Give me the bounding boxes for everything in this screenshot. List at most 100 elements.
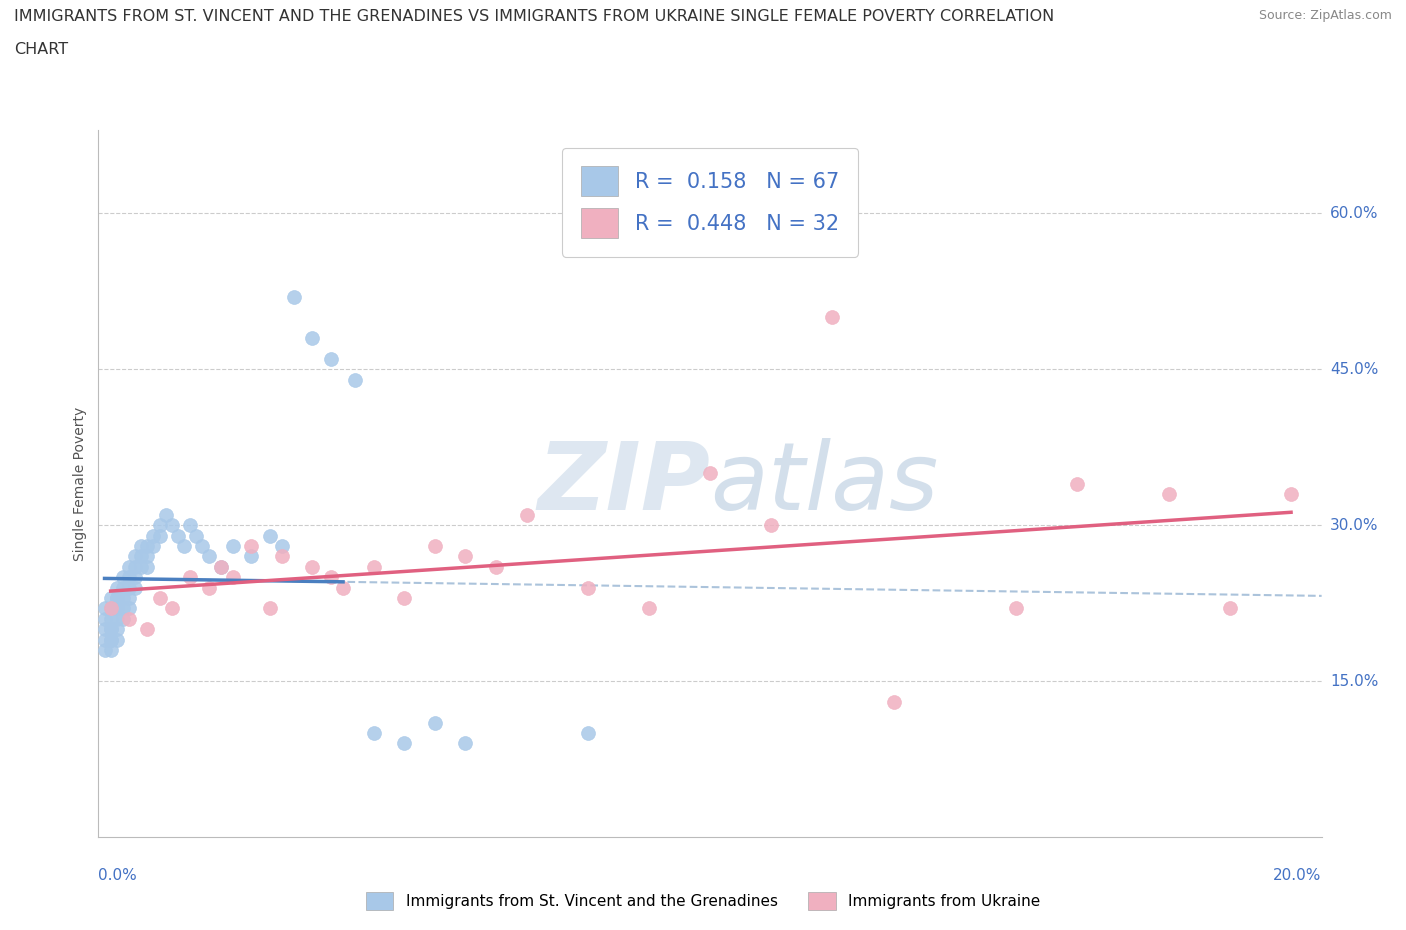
Point — [100, 643, 122, 658]
Point — [167, 528, 190, 543]
Point — [93, 621, 115, 636]
Point — [118, 580, 141, 595]
Point — [363, 725, 385, 740]
Point — [124, 549, 146, 564]
Point — [93, 611, 115, 626]
Point — [240, 549, 263, 564]
Point — [111, 580, 134, 595]
Legend: R =  0.158   N = 67, R =  0.448   N = 32: R = 0.158 N = 67, R = 0.448 N = 32 — [562, 148, 858, 257]
Point — [136, 549, 159, 564]
Text: 60.0%: 60.0% — [1330, 206, 1378, 220]
Point — [105, 632, 128, 647]
Point — [105, 601, 128, 616]
Point — [301, 331, 323, 346]
Text: CHART: CHART — [14, 42, 67, 57]
Point — [821, 310, 844, 325]
Point — [392, 591, 416, 605]
Point — [423, 715, 446, 730]
Point — [160, 518, 183, 533]
Point — [118, 611, 141, 626]
Point — [142, 528, 165, 543]
Legend: Immigrants from St. Vincent and the Grenadines, Immigrants from Ukraine: Immigrants from St. Vincent and the Gren… — [359, 884, 1047, 918]
Point — [209, 559, 232, 574]
Point — [301, 559, 323, 574]
Point — [136, 621, 159, 636]
Point — [149, 518, 172, 533]
Point — [222, 538, 245, 553]
Point — [100, 601, 122, 616]
Point — [105, 621, 128, 636]
Point — [118, 601, 141, 616]
Point — [637, 601, 661, 616]
Point — [129, 549, 152, 564]
Point — [209, 559, 232, 574]
Point — [160, 601, 183, 616]
Point — [197, 580, 219, 595]
Point — [105, 591, 128, 605]
Point — [240, 538, 263, 553]
Point — [100, 632, 122, 647]
Point — [100, 611, 122, 626]
Point — [149, 591, 172, 605]
Point — [259, 528, 281, 543]
Point — [124, 580, 146, 595]
Point — [100, 621, 122, 636]
Point — [111, 601, 134, 616]
Point — [124, 570, 146, 585]
Point — [1219, 601, 1241, 616]
Point — [319, 570, 342, 585]
Point — [118, 570, 141, 585]
Text: IMMIGRANTS FROM ST. VINCENT AND THE GRENADINES VS IMMIGRANTS FROM UKRAINE SINGLE: IMMIGRANTS FROM ST. VINCENT AND THE GREN… — [14, 9, 1054, 24]
Point — [186, 528, 208, 543]
Point — [105, 580, 128, 595]
Point — [179, 518, 201, 533]
Point — [576, 580, 599, 595]
Point — [423, 538, 446, 553]
Y-axis label: Single Female Poverty: Single Female Poverty — [73, 406, 87, 561]
Point — [124, 559, 146, 574]
Text: atlas: atlas — [710, 438, 938, 529]
Point — [1004, 601, 1026, 616]
Point — [100, 621, 122, 636]
Point — [179, 570, 201, 585]
Point — [319, 352, 342, 366]
Point — [155, 508, 177, 523]
Point — [142, 538, 165, 553]
Point — [136, 559, 159, 574]
Point — [93, 601, 115, 616]
Point — [392, 736, 416, 751]
Point — [332, 580, 354, 595]
Point — [454, 736, 477, 751]
Text: 45.0%: 45.0% — [1330, 362, 1378, 377]
Point — [1066, 476, 1088, 491]
Point — [129, 538, 152, 553]
Point — [576, 725, 599, 740]
Point — [270, 549, 292, 564]
Point — [197, 549, 219, 564]
Point — [100, 601, 122, 616]
Point — [222, 570, 245, 585]
Point — [118, 559, 141, 574]
Point — [344, 372, 367, 387]
Point — [363, 559, 385, 574]
Point — [105, 611, 128, 626]
Point — [1157, 486, 1180, 501]
Point — [105, 591, 128, 605]
Point — [1279, 486, 1302, 501]
Text: 30.0%: 30.0% — [1330, 518, 1378, 533]
Point — [111, 611, 134, 626]
Text: 20.0%: 20.0% — [1274, 868, 1322, 883]
Text: 0.0%: 0.0% — [98, 868, 138, 883]
Point — [118, 591, 141, 605]
Point — [111, 591, 134, 605]
Point — [699, 466, 721, 481]
Text: ZIP: ZIP — [537, 438, 710, 529]
Point — [270, 538, 292, 553]
Point — [100, 591, 122, 605]
Point — [100, 632, 122, 647]
Point — [283, 289, 305, 304]
Point — [173, 538, 195, 553]
Point — [883, 695, 905, 710]
Point — [259, 601, 281, 616]
Point — [93, 643, 115, 658]
